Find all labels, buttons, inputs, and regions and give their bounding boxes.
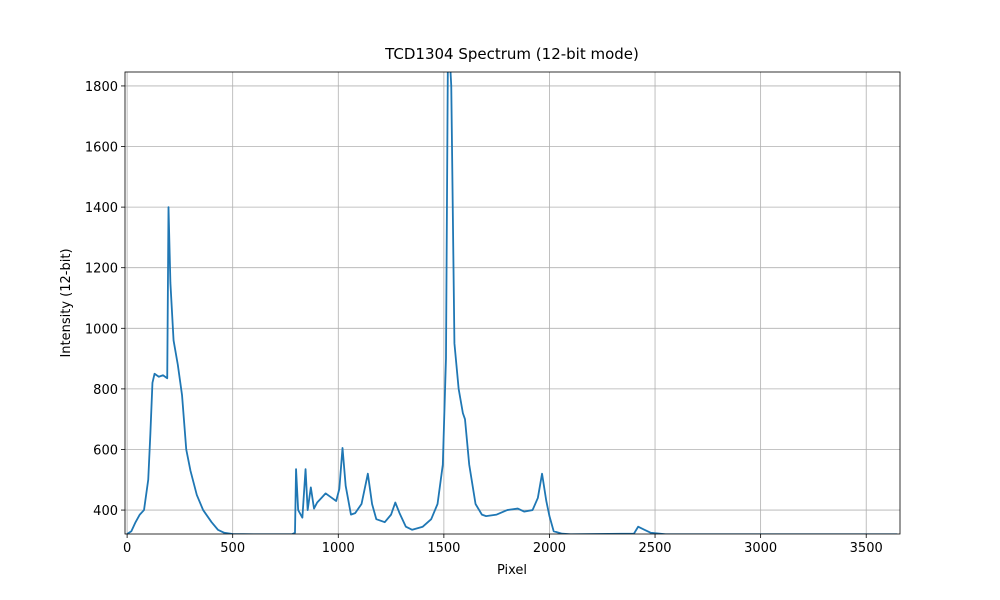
- y-tick-label: 1800: [85, 80, 118, 95]
- x-tick-label: 500: [220, 541, 245, 556]
- y-tick-label: 1200: [85, 262, 118, 277]
- x-tick-label: 1500: [427, 541, 460, 556]
- x-tick-label: 1000: [322, 541, 355, 556]
- y-tick-label: 1600: [85, 141, 118, 156]
- grid: [125, 72, 900, 534]
- x-axis-label: Pixel: [497, 563, 527, 578]
- axes-frame: [124, 71, 901, 535]
- y-tick-label: 800: [93, 383, 118, 398]
- x-tick-label: 0: [123, 541, 131, 556]
- y-tick-label: 1000: [85, 322, 118, 337]
- y-axis-label: Intensity (12-bit): [59, 248, 74, 357]
- y-tick-label: 400: [93, 504, 118, 519]
- plot-area: [126, 72, 898, 534]
- y-tick-label: 600: [93, 443, 118, 458]
- x-tick-label: 2500: [638, 541, 671, 556]
- chart-title: TCD1304 Spectrum (12-bit mode): [384, 45, 639, 63]
- x-tick-label: 3000: [744, 541, 777, 556]
- x-tick-label: 3500: [850, 541, 883, 556]
- x-tick-label: 2000: [533, 541, 566, 556]
- data-line: [126, 72, 898, 534]
- y-tick-label: 1400: [85, 201, 118, 216]
